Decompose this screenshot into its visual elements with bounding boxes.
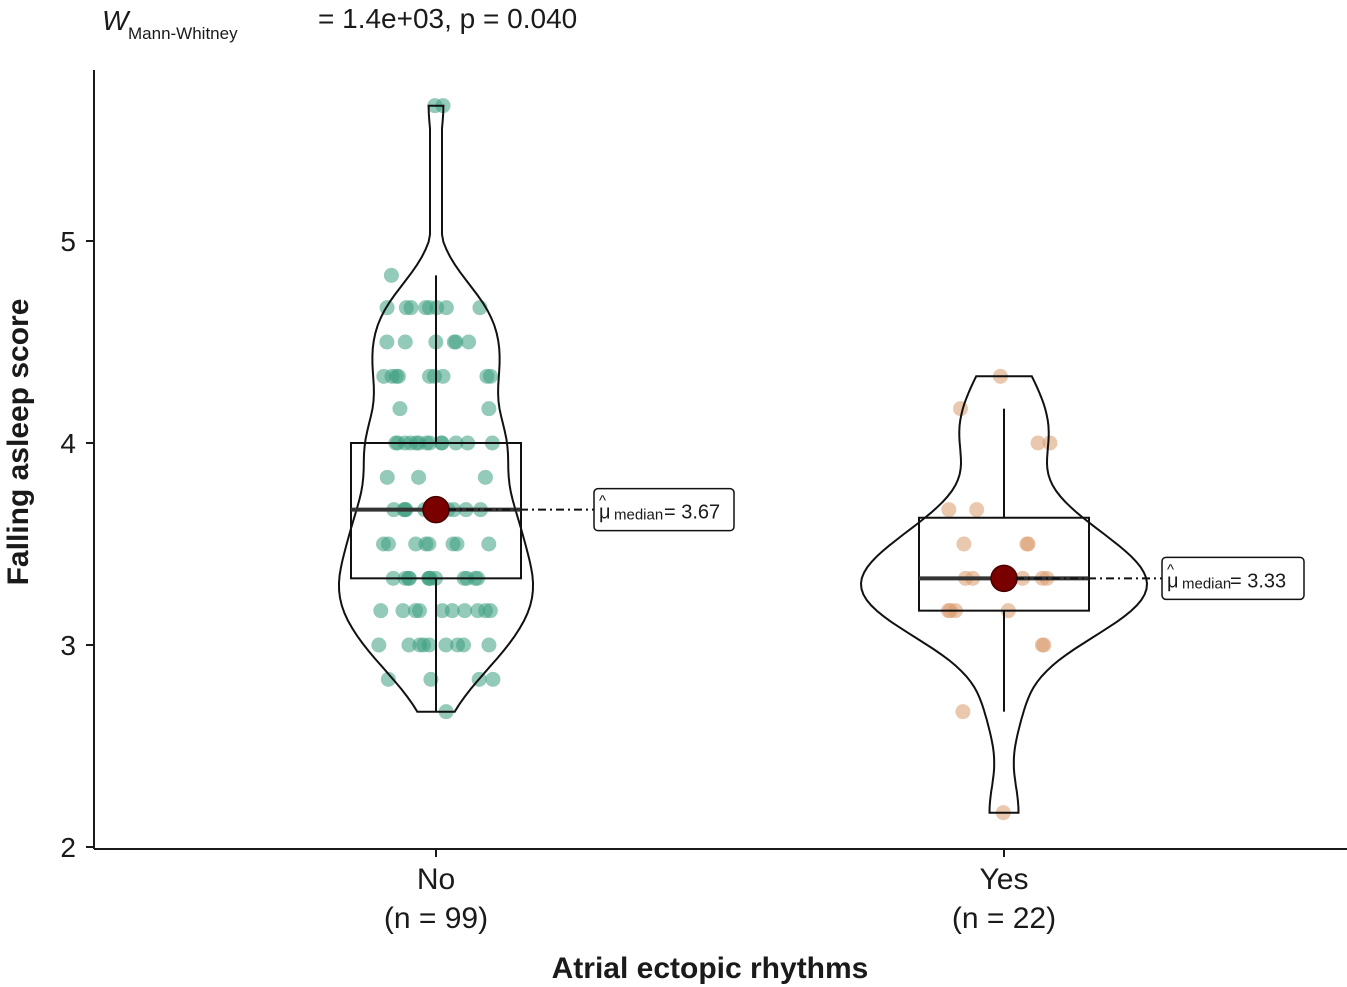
y-tick-label: 4: [60, 428, 76, 459]
median-label-value: = 3.67: [664, 502, 720, 524]
median-label-subscript: median: [614, 507, 663, 524]
data-point: [953, 401, 969, 417]
data-point: [376, 536, 392, 552]
data-point: [485, 671, 501, 687]
median-label-box: [1161, 556, 1305, 601]
x-category-label: No: [417, 863, 455, 896]
box: [918, 516, 1090, 612]
data-point: [461, 334, 477, 350]
stat-subtitle: W Mann-Whitney = 1.4e+03, p = 0.040: [102, 3, 577, 43]
data-point: [955, 704, 971, 720]
median-label-subscript: median: [1182, 575, 1231, 592]
data-point: [481, 637, 497, 653]
data-point: [481, 536, 497, 552]
data-point: [969, 502, 985, 518]
data-point: [379, 334, 395, 350]
x-axis-title: Atrial ectopic rhythms: [552, 952, 869, 985]
data-point: [481, 401, 497, 417]
data-point: [956, 536, 972, 552]
stat-w-subscript: Mann-Whitney: [128, 24, 238, 43]
data-point: [483, 368, 499, 384]
median-label-value: = 3.33: [1230, 570, 1286, 592]
group-no: μ^ median = 3.67: [337, 98, 735, 720]
data-point: [448, 334, 464, 350]
groups-layer: μ^median = 3.67μ^median= 3.33: [337, 98, 1305, 821]
median-dot: [990, 564, 1018, 593]
median-dot: [422, 495, 450, 524]
data-point: [457, 603, 473, 619]
data-point: [418, 300, 434, 316]
data-point: [392, 401, 408, 417]
data-point: [434, 603, 450, 619]
violin-outline: [337, 104, 535, 713]
data-point: [380, 671, 396, 687]
data-point: [373, 603, 389, 619]
y-tick-label: 3: [60, 630, 76, 661]
y-tick-label: 5: [60, 226, 76, 257]
data-point: [477, 469, 493, 485]
data-point: [401, 637, 417, 653]
x-category-n-label: (n = 99): [384, 902, 488, 935]
x-category-n-label: (n = 22): [952, 902, 1056, 935]
data-point: [395, 603, 411, 619]
stat-w-symbol: W: [102, 5, 131, 36]
group-yes: μ^ median= 3.33: [859, 368, 1305, 821]
median-label-box: [593, 487, 735, 532]
y-axis-title: Falling asleep score: [2, 299, 35, 586]
data-point: [421, 536, 437, 552]
median-label-hat: ^: [1167, 561, 1174, 578]
median-label-symbol: μ: [1167, 570, 1179, 592]
data-point: [422, 368, 438, 384]
data-point: [397, 334, 413, 350]
x-axis-labels: No (n = 99) Yes (n = 22): [384, 849, 1056, 935]
data-point: [445, 536, 461, 552]
stat-value-text: = 1.4e+03, p = 0.040: [318, 3, 577, 34]
data-point: [423, 671, 439, 687]
data-point: [941, 502, 957, 518]
data-point: [1042, 435, 1058, 451]
data-point: [1036, 637, 1052, 653]
data-point: [1030, 435, 1046, 451]
data-point: [408, 536, 424, 552]
y-tick-label: 2: [60, 832, 76, 863]
data-point: [421, 637, 437, 653]
data-point: [470, 603, 486, 619]
data-point: [1019, 536, 1035, 552]
data-point: [411, 603, 427, 619]
median-label-hat: ^: [599, 493, 606, 510]
data-point: [456, 637, 472, 653]
data-point: [438, 637, 454, 653]
data-point: [438, 300, 454, 316]
y-axis-ticks: 2 3 4 5: [60, 226, 94, 863]
median-label-symbol: μ: [599, 502, 611, 524]
data-point: [411, 469, 427, 485]
data-point: [383, 267, 399, 283]
data-point: [384, 368, 400, 384]
violin-outline: [859, 375, 1149, 814]
x-category-label: Yes: [980, 863, 1029, 896]
data-point: [371, 637, 387, 653]
data-point: [403, 300, 419, 316]
data-point: [379, 469, 395, 485]
